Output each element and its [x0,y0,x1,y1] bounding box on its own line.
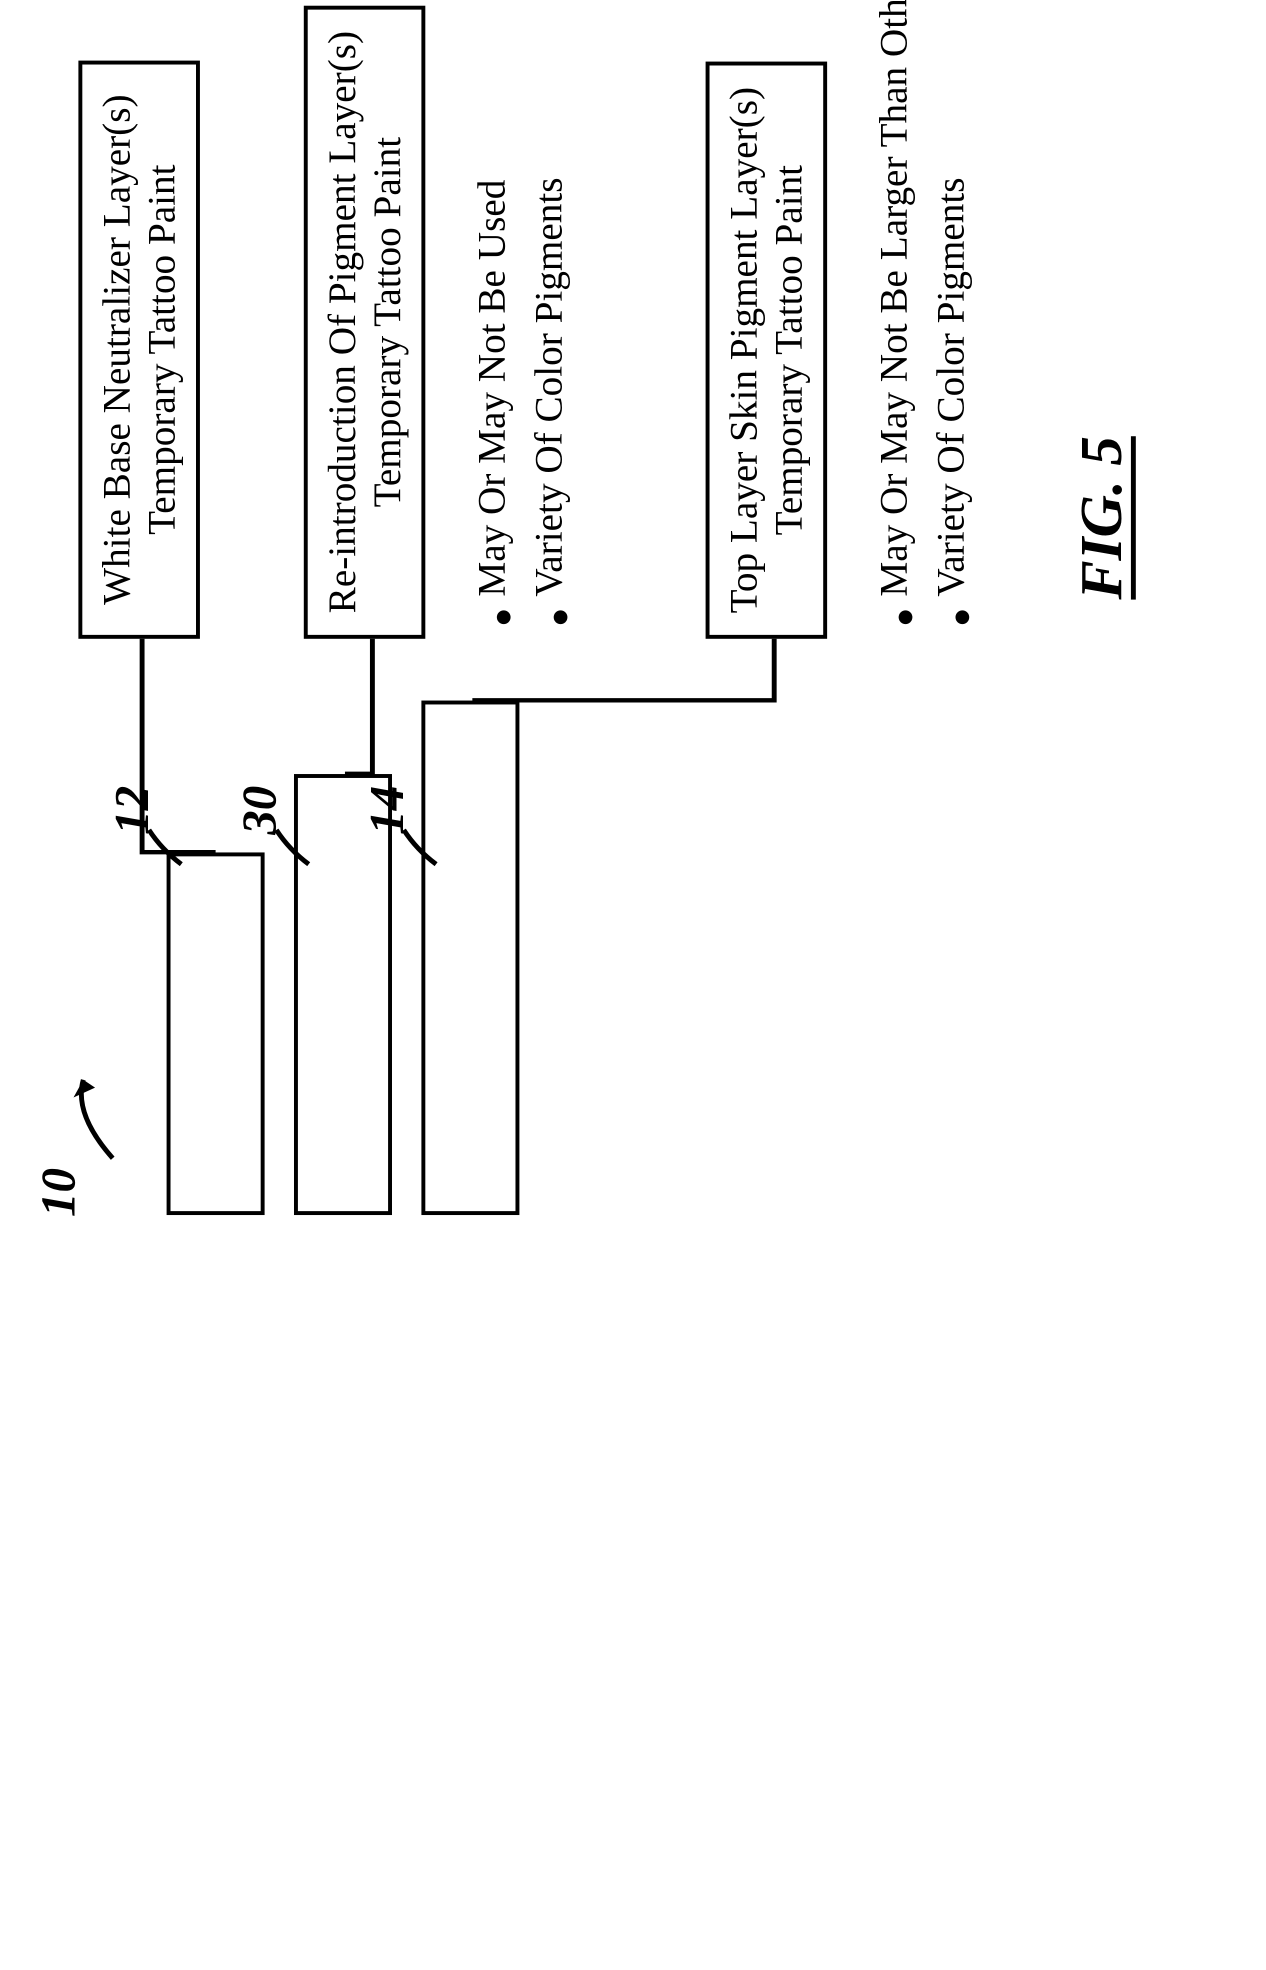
callout-box-14: Top Layer Skin Pigment Layer(s) Temporar… [706,62,828,639]
callout-30-line-1: Re-introduction Of Pigment Layer(s) [319,31,364,613]
overall-ref-label: 10 [29,1168,86,1217]
connector-12 [127,634,225,855]
bullet-dot-icon [899,610,913,624]
callout-30-line-2: Temporary Tattoo Paint [365,31,410,613]
landscape-rotation-wrapper: 10 12 White Base Neutralizer Layer(s) Te… [0,0,1241,1266]
bullet-text: Variety Of Color Pigments [523,177,574,596]
callout-14-line-1: Top Layer Skin Pigment Layer(s) [721,87,766,613]
callout-12-line-1: White Base Neutralizer Layer(s) [94,86,139,613]
overall-ref-arrow-icon [54,1060,132,1168]
connector-14 [470,634,784,703]
leader-tick-30 [255,810,324,879]
connector-30 [343,634,402,776]
callout-14-line-2: Temporary Tattoo Paint [766,87,811,613]
leader-tick-14 [382,810,451,879]
bullet-row: May Or May Not Be Used [466,177,517,624]
bullet-text: Variety Of Color Pigments [925,177,976,596]
bullet-row: May Or May Not Be Larger Than Other Laye… [868,0,919,624]
bullets-14: May Or May Not Be Larger Than Other Laye… [862,0,976,624]
bullet-dot-icon [497,610,511,624]
layer-bar-14 [421,701,519,1216]
bullet-row: Variety Of Color Pigments [523,177,574,624]
layer-bar-12 [167,852,265,1215]
page-canvas: 10 12 White Base Neutralizer Layer(s) Te… [0,0,1266,1970]
bullet-row: Variety Of Color Pigments [925,0,976,624]
bullets-30: May Or May Not Be Used Variety Of Color … [461,177,575,624]
callout-box-30: Re-introduction Of Pigment Layer(s) Temp… [304,5,426,638]
callout-12-line-2: Temporary Tattoo Paint [139,86,184,613]
bullet-dot-icon [956,610,970,624]
figure-caption: FIG. 5 [1068,436,1136,599]
bullet-text: May Or May Not Be Larger Than Other Laye… [868,0,919,597]
bullet-text: May Or May Not Be Used [466,180,517,597]
callout-box-12: White Base Neutralizer Layer(s) Temporar… [78,61,200,639]
bullet-dot-icon [554,610,568,624]
